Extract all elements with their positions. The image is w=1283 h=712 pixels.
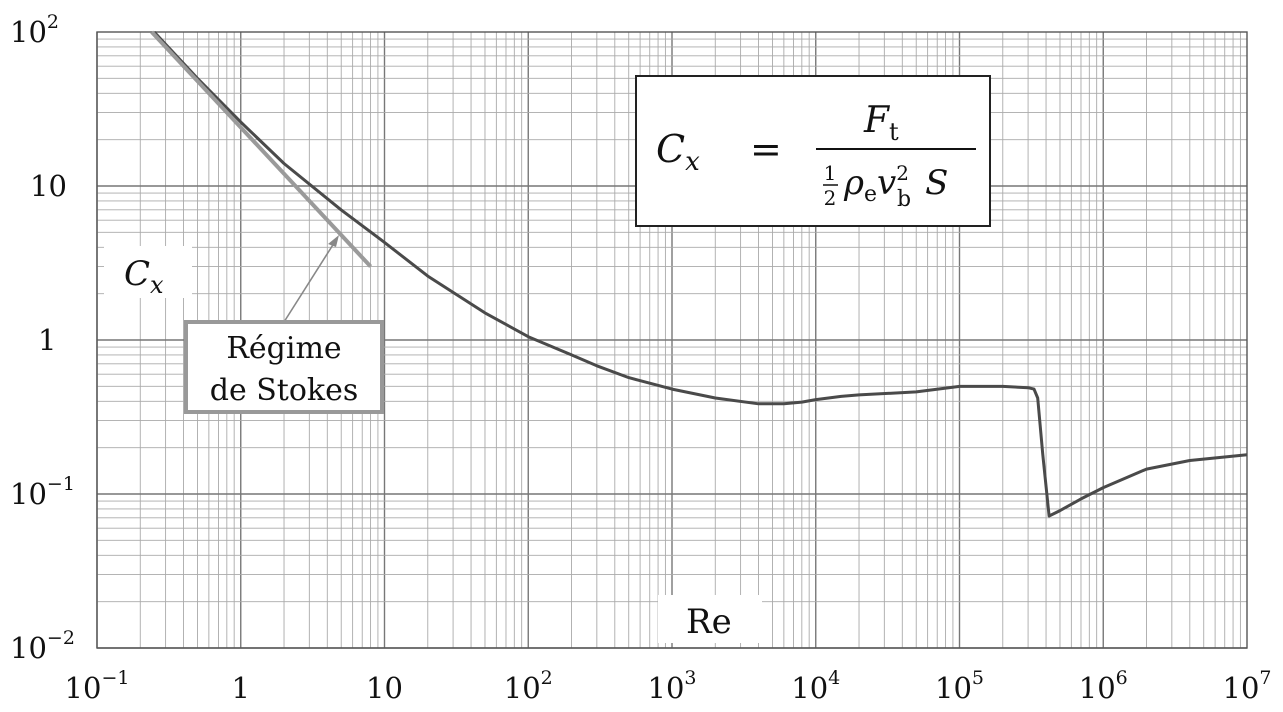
x-tick-base: 10	[1079, 671, 1116, 705]
x-tick-base: 1	[232, 671, 250, 705]
x-tick-base: 10	[935, 671, 972, 705]
y-tick-label: 102	[10, 11, 59, 49]
y-tick-label: 10−1	[10, 473, 75, 511]
y-tick-label: 10−2	[10, 627, 75, 665]
x-axis-label: Re	[686, 602, 732, 642]
stokes-label-box	[184, 320, 384, 414]
x-tick-exponent: 3	[684, 667, 696, 689]
formula-den-s: S	[925, 163, 948, 203]
stokes-regime-line	[150, 30, 373, 268]
formula-num-f: F	[863, 100, 891, 141]
stokes-arrow-line	[283, 239, 337, 323]
y-tick-base: 10	[10, 631, 47, 665]
x-tick-base: 10	[366, 671, 403, 705]
x-tick-label: 1	[232, 671, 250, 705]
x-tick-label: 10−1	[65, 667, 130, 705]
y-tick-base: 10	[10, 15, 47, 49]
x-tick-label: 103	[648, 667, 697, 705]
y-tick-base: 1	[38, 323, 56, 357]
x-tick-label: 105	[935, 667, 984, 705]
formula-numerator: Ft	[863, 100, 899, 146]
stokes-label-line2: de Stokes	[210, 373, 359, 408]
formula-den-rho-sub: e	[864, 182, 877, 207]
x-tick-base: 10	[504, 671, 541, 705]
formula-num-sub: t	[889, 118, 899, 146]
y-axis-label-main: C	[124, 254, 150, 294]
formula-half-num: 1	[824, 161, 837, 185]
ylabel-background	[104, 246, 192, 298]
formula-box	[635, 75, 991, 227]
x-tick-base: 10	[791, 671, 828, 705]
formula-lhs: Cx	[656, 127, 700, 177]
x-tick-exponent: 7	[1259, 667, 1271, 689]
x-tick-base: 10	[65, 671, 102, 705]
formula-half-den: 2	[824, 186, 837, 210]
series-layer	[150, 30, 1248, 518]
x-tick-labels: 10−1 1 10 102 103 104 105 106 107	[65, 667, 1272, 705]
drag-coefficient-curve	[153, 30, 1248, 518]
x-tick-label: 104	[791, 667, 840, 705]
x-tick-label: 107	[1223, 667, 1272, 705]
x-tick-exponent: 2	[541, 667, 553, 689]
formula-den-v-sub: b	[897, 187, 911, 212]
formula-den-v: v	[877, 163, 896, 203]
x-tick-base: 10	[648, 671, 685, 705]
xlabel-background	[658, 595, 762, 643]
formula-den-v-sup: 2	[896, 161, 909, 185]
formula-equals: =	[750, 127, 782, 171]
formula-den-rho: ρ	[843, 163, 864, 203]
plot-frame	[96, 31, 1248, 649]
x-tick-exponent: 6	[1116, 667, 1128, 689]
plot-border	[96, 31, 1248, 649]
formula: Cx = Ft 1 2 ρev2 b S	[656, 100, 976, 212]
x-tick-label: 102	[504, 667, 553, 705]
formula-denominator: ρev2 b S	[843, 161, 948, 212]
y-tick-label: 1	[38, 323, 56, 357]
formula-lhs-c: C	[656, 127, 685, 171]
y-tick-exponent: 2	[47, 11, 59, 33]
x-tick-exponent: 4	[828, 667, 840, 689]
y-tick-exponent: −1	[47, 473, 75, 495]
y-tick-base: 10	[30, 169, 67, 203]
x-tick-exponent: 5	[972, 667, 984, 689]
stokes-label-line1: Régime	[226, 331, 341, 366]
stokes-arrow-head	[328, 235, 339, 247]
x-tick-label: 10	[366, 671, 403, 705]
x-tick-exponent: −1	[101, 667, 129, 689]
y-axis-label-sub: x	[150, 271, 164, 299]
x-tick-label: 106	[1079, 667, 1128, 705]
x-tick-base: 10	[1223, 671, 1260, 705]
y-tick-exponent: −2	[47, 627, 75, 649]
y-axis-label: Cx	[124, 254, 164, 299]
y-tick-label: 10	[30, 169, 67, 203]
y-tick-base: 10	[10, 477, 47, 511]
formula-lhs-sub: x	[685, 147, 700, 177]
